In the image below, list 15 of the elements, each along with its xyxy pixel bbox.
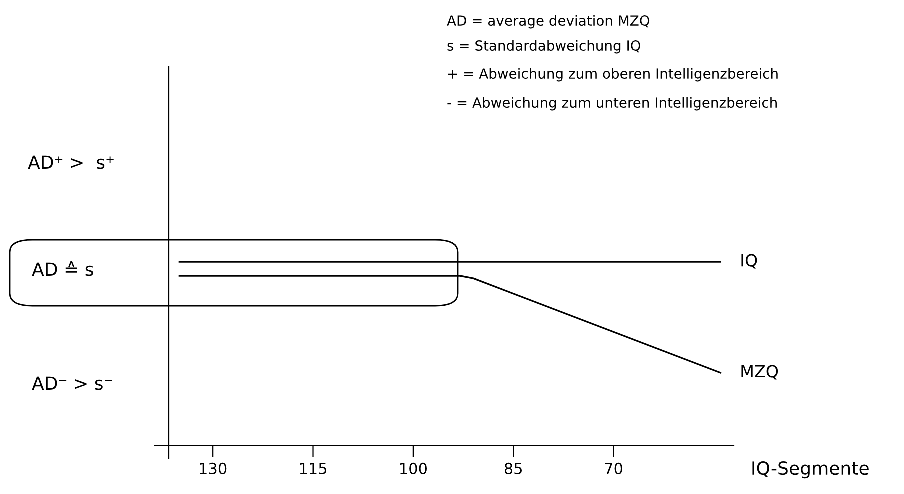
x-tick-label: 130 [200, 462, 227, 474]
series-label: IQ [742, 254, 758, 269]
x-tick-label: 100 [400, 462, 427, 474]
x-tick-label: 85 [504, 462, 522, 474]
x-tick-label: 115 [300, 463, 326, 474]
text: AD⁺ > s⁺ [28, 156, 114, 170]
text: AD = average deviation MZQ [447, 15, 650, 29]
text: + = Abweichung zum oberen Intelligenzbereich [448, 68, 778, 82]
text: AD⁻ > s⁻ [32, 376, 112, 390]
text: AD ≙ s [32, 261, 94, 276]
x-tick-label: 70 [605, 462, 622, 474]
text: - = Abweichung zum unteren Intelligenzbereich [448, 97, 777, 111]
text: s = Standardabweichung IQ [448, 40, 641, 54]
x-axis-title: IQ-Segmente [752, 461, 869, 479]
series-label: MZQ [742, 365, 778, 380]
